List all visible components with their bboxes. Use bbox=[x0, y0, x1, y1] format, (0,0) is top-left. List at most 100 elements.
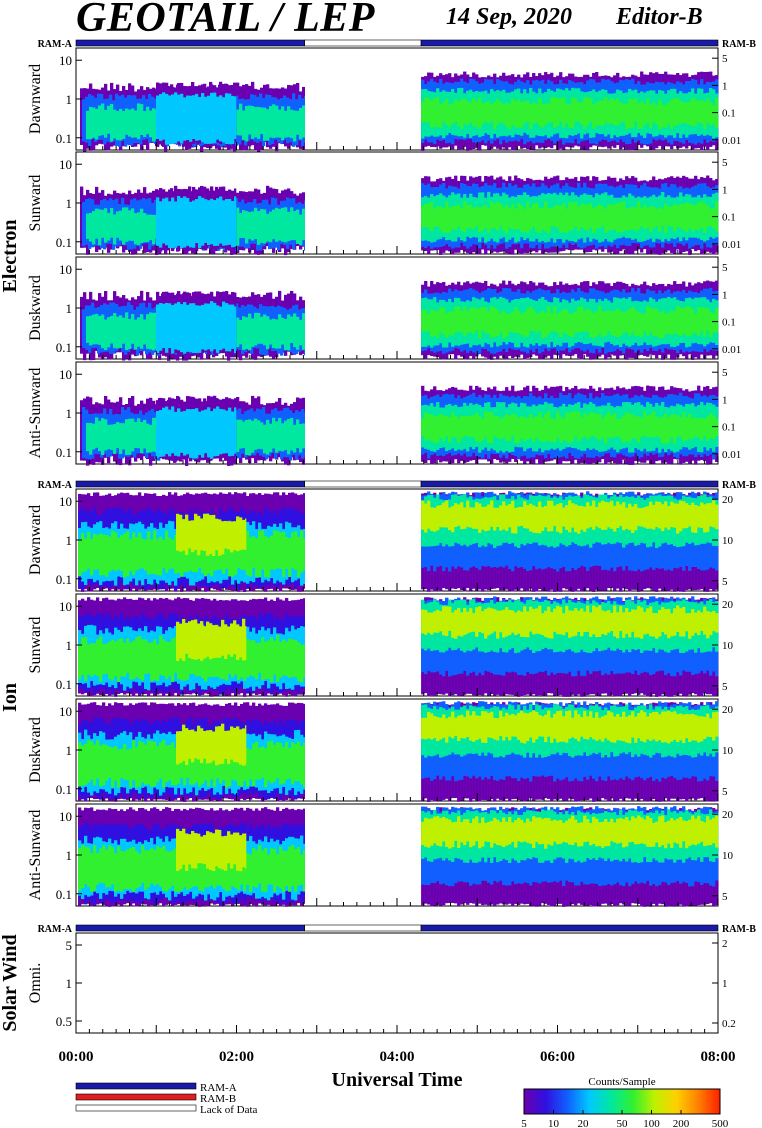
x-tick-label: 02:00 bbox=[219, 1049, 254, 1065]
right-tick-label: 0.1 bbox=[722, 422, 736, 434]
legend-swatch bbox=[75, 1093, 197, 1101]
ram-a-label: RAM-A bbox=[38, 924, 73, 935]
left-tick-label: 1 bbox=[66, 848, 73, 863]
ram-segment bbox=[75, 480, 306, 488]
right-tick-label: 5 bbox=[722, 53, 728, 65]
panel-label: Sunward bbox=[27, 617, 44, 674]
spectrogram-ion bbox=[78, 596, 719, 697]
group-label-ion: Ion bbox=[0, 683, 21, 712]
ram-segment bbox=[304, 39, 422, 47]
left-tick-label: 0.5 bbox=[56, 1014, 72, 1029]
left-tick-label: 0.1 bbox=[56, 131, 72, 146]
left-tick-label: 10 bbox=[59, 704, 72, 719]
ram-a-label: RAM-A bbox=[38, 39, 73, 50]
right-tick-label: 1 bbox=[722, 80, 728, 92]
left-tick-label: 1 bbox=[66, 301, 73, 316]
left-tick-label: 0.1 bbox=[56, 782, 72, 797]
right-tick-label: 10 bbox=[722, 640, 734, 652]
panel-frame bbox=[75, 932, 719, 1034]
right-tick-label: 20 bbox=[722, 599, 734, 611]
panel-label: Anti-Sunward bbox=[27, 368, 44, 459]
left-tick-label: 1 bbox=[66, 638, 73, 653]
panel-ion-anti-sunward: Anti-Sunward 10 1 0.1 20 10 5 bbox=[27, 803, 734, 907]
left-tick-label: 10 bbox=[59, 809, 72, 824]
right-tick-label: 1 bbox=[722, 394, 728, 406]
ram-b-label: RAM-B bbox=[722, 39, 756, 50]
right-tick-label: 10 bbox=[722, 745, 734, 757]
right-tick-label: 5 bbox=[722, 576, 728, 588]
right-tick-label: 1 bbox=[722, 289, 728, 301]
ram-segment bbox=[75, 39, 306, 47]
right-tick-label: 20 bbox=[722, 809, 734, 821]
left-tick-label: 1 bbox=[66, 92, 73, 107]
panel-label: Duskward bbox=[27, 717, 44, 783]
left-tick-label: 0.1 bbox=[56, 572, 72, 587]
electron-dropout bbox=[314, 364, 326, 462]
panel-ion-dawnward: Dawnward 10 1 0.1 20 10 5 bbox=[27, 488, 734, 592]
ram-status-bar: RAM-A RAM-B bbox=[38, 39, 757, 50]
spectrogram-electron bbox=[80, 364, 719, 466]
right-tick-label: 10 bbox=[722, 850, 734, 862]
electron-dropout bbox=[314, 50, 326, 148]
x-axis-title: Universal Time bbox=[332, 1069, 463, 1091]
panel-ion-duskward: Duskward 10 1 0.1 20 10 5 bbox=[27, 698, 734, 802]
ram-a-label: RAM-A bbox=[38, 480, 73, 491]
panel-electron-duskward: Duskward 10 1 0.1 5 1 0.1 0.01 bbox=[27, 256, 741, 361]
left-tick-label: 0.1 bbox=[56, 887, 72, 902]
colorbar-label: Counts/Sample bbox=[588, 1076, 655, 1088]
left-tick-label: 10 bbox=[59, 157, 72, 172]
ion-dropout bbox=[308, 701, 318, 799]
left-tick-label: 0.1 bbox=[56, 340, 72, 355]
figure-date: 14 Sep, 2020 bbox=[446, 4, 572, 30]
spectrogram-ion bbox=[78, 806, 719, 907]
colorbar-tick-label: 500 bbox=[712, 1118, 729, 1128]
ram-segment bbox=[304, 924, 422, 932]
right-tick-label: 0.01 bbox=[722, 344, 741, 356]
panel-label: Omni. bbox=[27, 963, 44, 1003]
right-tick-label: 5 bbox=[722, 157, 728, 169]
right-tick-label: 5 bbox=[722, 681, 728, 693]
panel-label: Duskward bbox=[27, 275, 44, 341]
right-tick-label: 1 bbox=[722, 978, 728, 990]
right-tick-label: 20 bbox=[722, 494, 734, 506]
colorbar-tick-label: 5 bbox=[521, 1118, 527, 1128]
left-tick-label: 5 bbox=[66, 938, 73, 953]
left-tick-label: 10 bbox=[59, 53, 72, 68]
left-tick-label: 10 bbox=[59, 599, 72, 614]
spectrogram-electron bbox=[80, 50, 719, 152]
x-tick-label: 08:00 bbox=[701, 1049, 736, 1065]
right-tick-label: 0.01 bbox=[722, 449, 741, 461]
right-tick-label: 5 bbox=[722, 786, 728, 798]
panel-electron-sunward: Sunward 10 1 0.1 5 1 0.1 0.01 bbox=[27, 151, 741, 256]
right-tick-label: 5 bbox=[722, 262, 728, 274]
ram-segment bbox=[420, 39, 719, 47]
ram-b-label: RAM-B bbox=[722, 924, 756, 935]
ion-dropout bbox=[308, 596, 318, 694]
ram-segment bbox=[420, 480, 719, 488]
right-tick-label: 10 bbox=[722, 535, 734, 547]
legend-label: Lack of Data bbox=[200, 1104, 258, 1116]
spectrogram-ion bbox=[78, 491, 719, 592]
right-tick-label: 5 bbox=[722, 891, 728, 903]
figure-title: GEOTAIL / LEP bbox=[76, 0, 375, 41]
left-tick-label: 0.1 bbox=[56, 445, 72, 460]
left-tick-label: 10 bbox=[59, 262, 72, 277]
left-tick-label: 1 bbox=[66, 196, 73, 211]
right-tick-label: 1 bbox=[722, 184, 728, 196]
ram-segment bbox=[75, 924, 306, 932]
panel-electron-dawnward: Dawnward 10 1 0.1 5 1 0.1 0.01 bbox=[27, 47, 741, 152]
electron-dropout bbox=[314, 259, 326, 357]
right-tick-label: 0.2 bbox=[722, 1018, 736, 1030]
ram-status-bar: RAM-A RAM-B bbox=[38, 480, 757, 491]
panel-electron-anti-sunward: Anti-Sunward 10 1 0.1 5 1 0.1 0.01 bbox=[27, 361, 741, 466]
ram-segment bbox=[304, 480, 422, 488]
left-tick-label: 1 bbox=[66, 533, 73, 548]
ram-status-bar: RAM-A RAM-B bbox=[38, 924, 757, 935]
right-tick-label: 0.1 bbox=[722, 317, 736, 329]
panel-ion-sunward: Sunward 10 1 0.1 20 10 5 bbox=[27, 593, 734, 697]
spectrogram-ion bbox=[78, 701, 719, 802]
legend-label: RAM-A bbox=[200, 1082, 237, 1094]
left-tick-label: 1 bbox=[66, 976, 73, 991]
right-tick-label: 0.01 bbox=[722, 135, 741, 147]
